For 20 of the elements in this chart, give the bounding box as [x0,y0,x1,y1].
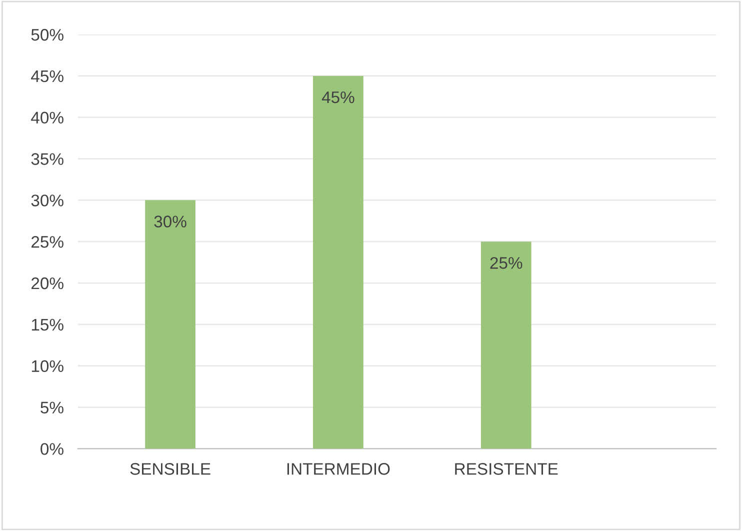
y-tick-label: 50% [31,28,64,41]
y-tick-label: 25% [32,236,64,248]
y-tick-label: 20% [32,277,64,290]
data-label: 30% [154,216,186,228]
data-label: 45% [322,91,354,104]
y-tick-label: 15% [32,318,64,331]
y-tick-label: 40% [31,112,64,124]
y-tick-label: 5% [40,402,64,414]
data-label: 25% [490,257,522,269]
y-tick-label: 0% [40,443,64,455]
y-tick-label: 35% [31,153,64,165]
bar [145,200,196,449]
y-tick-label: 10% [32,360,64,372]
bar [480,242,532,449]
x-tick-label: RESISTENTE [455,463,558,475]
y-tick-label: 30% [31,194,64,206]
y-tick-label: 45% [31,70,64,82]
bar [313,76,364,449]
x-tick-label: INTERMEDIO [287,463,390,475]
x-tick-label: SENSIBLE [130,463,210,475]
